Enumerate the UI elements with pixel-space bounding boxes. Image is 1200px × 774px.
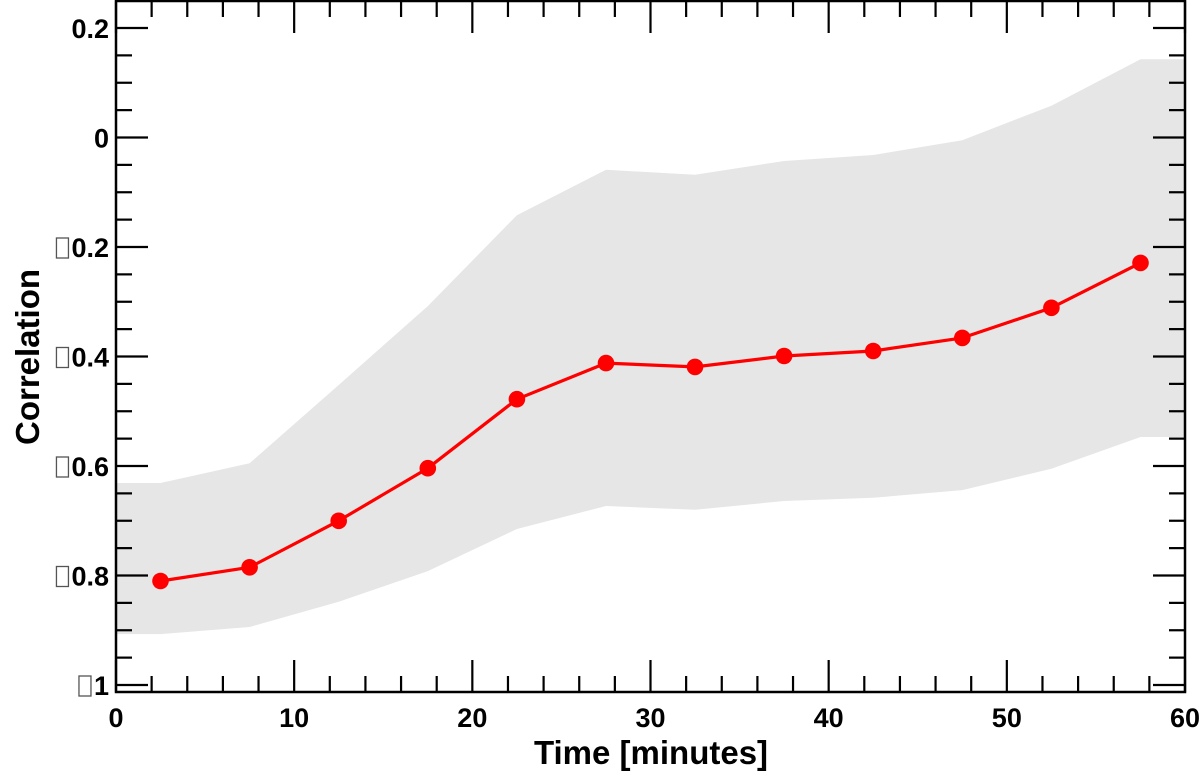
data-point-marker <box>686 358 704 376</box>
y-tick-label: 0.8 <box>71 562 109 592</box>
data-series <box>152 254 1149 590</box>
x-tick-label: 50 <box>992 703 1022 733</box>
x-tick-label: 60 <box>1170 703 1200 733</box>
y-tick-label: 0.2 <box>71 14 109 44</box>
x-axis-ticks: 0 10 20 30 40 50 60 <box>108 1 1200 733</box>
data-point-marker <box>152 572 169 590</box>
data-point-marker <box>330 512 348 530</box>
x-tick-label: 40 <box>814 703 844 733</box>
data-point-marker <box>1043 299 1060 317</box>
x-tick-label: 10 <box>279 703 309 733</box>
y-tick-label: 0 <box>94 124 109 154</box>
y-tick-label: 0.2 <box>71 233 109 263</box>
y-axis-title: Correlation <box>9 269 46 445</box>
data-point-marker <box>419 459 437 477</box>
y-tick-label: 0.4 <box>71 343 109 373</box>
data-point-marker <box>1132 254 1149 272</box>
data-point-marker <box>597 354 615 372</box>
data-point-marker <box>508 390 526 408</box>
y-tick-label: 1 <box>94 671 109 701</box>
missing-glyph-box <box>55 456 70 478</box>
x-tick-label: 30 <box>635 703 665 733</box>
band-area <box>116 59 1185 635</box>
data-point-marker <box>775 347 793 365</box>
x-tick-label: 0 <box>108 703 123 733</box>
missing-glyph-box <box>55 565 70 588</box>
missing-glyph-box <box>55 237 70 259</box>
y-axis-ticks: 0.2 0 0.2 0.4 0.6 0.8 1 <box>55 14 1185 701</box>
missing-glyph-box <box>55 346 70 369</box>
missing-glyph-box <box>78 675 92 697</box>
data-point-marker <box>241 559 258 576</box>
y-tick-label: 0.6 <box>71 452 109 482</box>
uncertainty-band <box>116 59 1185 635</box>
data-point-marker <box>864 342 882 360</box>
data-point-marker <box>954 329 971 347</box>
series-line <box>160 261 1142 583</box>
x-axis-title: Time [minutes] <box>534 734 768 771</box>
x-tick-label: 20 <box>457 703 487 733</box>
